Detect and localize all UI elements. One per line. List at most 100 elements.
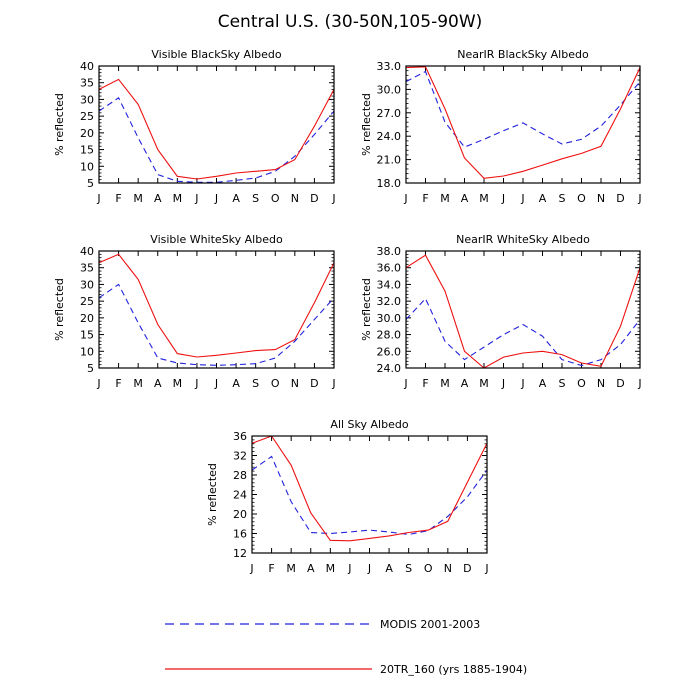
x-tick-label: S bbox=[405, 562, 412, 575]
y-tick-label: 35 bbox=[80, 77, 94, 90]
series-line-model bbox=[98, 253, 335, 358]
legend: MODIS 2001-2003 20TR_160 (yrs 1885-1904) bbox=[165, 618, 527, 676]
y-tick-label: 24.0 bbox=[377, 362, 402, 375]
y-tick-label: 25 bbox=[80, 110, 94, 123]
x-tick-label: O bbox=[577, 377, 586, 390]
y-tick-label: 30 bbox=[80, 278, 94, 291]
chart-title: Visible WhiteSky Albedo bbox=[150, 233, 283, 246]
plot-frame bbox=[98, 250, 335, 369]
x-tick-label: J bbox=[403, 192, 407, 205]
x-tick-label: J bbox=[194, 192, 198, 205]
x-tick-label: M bbox=[440, 192, 450, 205]
y-tick-label: 20 bbox=[80, 312, 94, 325]
y-tick-label: 25 bbox=[80, 295, 94, 308]
y-tick-label: 33.0 bbox=[377, 60, 402, 73]
plot-frame bbox=[405, 250, 641, 369]
x-tick-label: J bbox=[501, 377, 505, 390]
y-axis-label: % reflected bbox=[360, 278, 373, 341]
series-line-model bbox=[405, 254, 641, 369]
x-tick-label: D bbox=[310, 192, 318, 205]
x-tick-label: J bbox=[96, 192, 100, 205]
x-tick-label: A bbox=[307, 562, 315, 575]
x-tick-label: S bbox=[559, 377, 566, 390]
y-tick-label: 16 bbox=[233, 528, 247, 541]
y-tick-label: 27.0 bbox=[377, 107, 402, 120]
x-tick-label: O bbox=[424, 562, 433, 575]
series-line-model bbox=[405, 66, 641, 179]
x-tick-label: J bbox=[331, 192, 335, 205]
x-tick-label: M bbox=[440, 377, 450, 390]
series-line-modis bbox=[98, 96, 335, 183]
y-tick-label: 40 bbox=[80, 245, 94, 258]
x-tick-label: A bbox=[154, 192, 162, 205]
x-tick-label: D bbox=[310, 377, 318, 390]
x-tick-label: F bbox=[115, 377, 121, 390]
y-tick-label: 5 bbox=[87, 177, 94, 190]
y-tick-label: 24 bbox=[233, 489, 247, 502]
x-tick-label: A bbox=[539, 192, 547, 205]
page-title: Central U.S. (30-50N,105-90W) bbox=[217, 12, 483, 32]
x-tick-label: S bbox=[252, 377, 259, 390]
y-tick-label: 10 bbox=[80, 160, 94, 173]
y-tick-label: 30.0 bbox=[377, 312, 402, 325]
x-tick-label: M bbox=[133, 192, 143, 205]
x-tick-label: M bbox=[173, 192, 183, 205]
x-tick-label: M bbox=[173, 377, 183, 390]
x-tick-label: J bbox=[520, 377, 524, 390]
plot-frame bbox=[405, 65, 641, 184]
y-tick-label: 26.0 bbox=[377, 345, 402, 358]
x-tick-label: N bbox=[291, 192, 299, 205]
plot-frame bbox=[251, 435, 488, 554]
x-tick-label: A bbox=[385, 562, 393, 575]
y-tick-label: 15 bbox=[80, 144, 94, 157]
y-tick-label: 34.0 bbox=[377, 278, 402, 291]
x-tick-label: J bbox=[367, 562, 371, 575]
y-tick-label: 12 bbox=[233, 547, 247, 560]
x-tick-label: F bbox=[268, 562, 274, 575]
y-tick-label: 36.0 bbox=[377, 262, 402, 275]
x-tick-label: J bbox=[403, 377, 407, 390]
chart-title: Visible BlackSky Albedo bbox=[151, 48, 281, 61]
y-axis-label: % reflected bbox=[53, 93, 66, 156]
y-tick-label: 10 bbox=[80, 345, 94, 358]
x-tick-label: N bbox=[291, 377, 299, 390]
x-tick-label: A bbox=[461, 192, 469, 205]
x-tick-label: J bbox=[520, 192, 524, 205]
x-tick-label: O bbox=[271, 377, 280, 390]
y-tick-label: 21.0 bbox=[377, 154, 402, 167]
x-tick-label: D bbox=[463, 562, 471, 575]
x-tick-label: F bbox=[422, 192, 428, 205]
x-tick-label: S bbox=[252, 192, 259, 205]
series-line-modis bbox=[98, 283, 335, 366]
series-line-modis bbox=[405, 70, 641, 148]
chart-title: NearIR WhiteSky Albedo bbox=[456, 233, 590, 246]
x-tick-label: N bbox=[597, 377, 605, 390]
y-tick-label: 20 bbox=[80, 127, 94, 140]
y-tick-label: 20 bbox=[233, 508, 247, 521]
y-axis-label: % reflected bbox=[206, 463, 219, 526]
legend-model-label: 20TR_160 (yrs 1885-1904) bbox=[380, 663, 527, 676]
x-tick-label: F bbox=[115, 192, 121, 205]
x-tick-label: M bbox=[286, 562, 296, 575]
x-tick-label: J bbox=[637, 377, 641, 390]
plot-frame bbox=[98, 65, 335, 184]
x-tick-label: J bbox=[249, 562, 253, 575]
y-tick-label: 32.0 bbox=[377, 295, 402, 308]
x-tick-label: A bbox=[154, 377, 162, 390]
series-line-modis bbox=[251, 455, 488, 536]
x-tick-label: A bbox=[461, 377, 469, 390]
legend-modis-label: MODIS 2001-2003 bbox=[380, 618, 480, 631]
y-tick-label: 15 bbox=[80, 329, 94, 342]
y-tick-label: 38.0 bbox=[377, 245, 402, 258]
chart-title: NearIR BlackSky Albedo bbox=[457, 48, 589, 61]
x-tick-label: N bbox=[444, 562, 452, 575]
y-tick-label: 28 bbox=[233, 469, 247, 482]
y-tick-label: 32 bbox=[233, 450, 247, 463]
x-tick-label: M bbox=[479, 192, 489, 205]
x-tick-label: A bbox=[539, 377, 547, 390]
